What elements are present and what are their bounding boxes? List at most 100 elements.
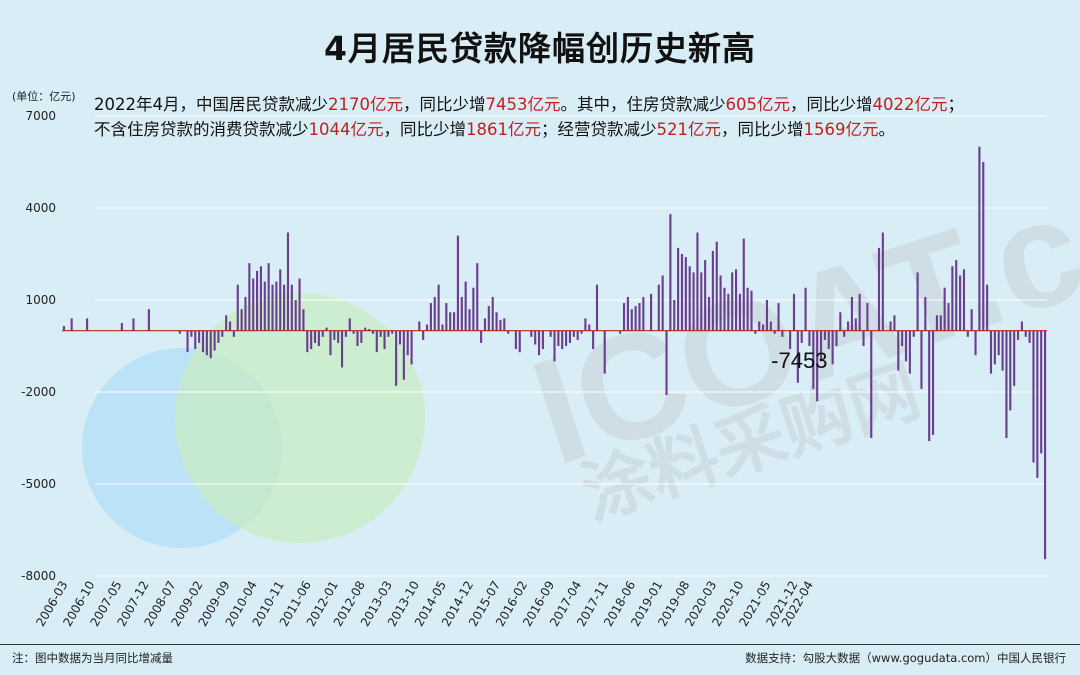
bar (989, 330, 993, 374)
bar (445, 303, 448, 331)
bar (858, 293, 861, 331)
bar (70, 318, 73, 331)
bar (402, 330, 405, 380)
bar (580, 330, 583, 334)
bar (924, 296, 927, 331)
bar (449, 312, 452, 331)
page-title: 4月居民贷款降幅创历史新高 (324, 29, 756, 68)
bar (1020, 321, 1023, 331)
bar (920, 330, 923, 389)
subtitle-text: 。其中，住房贷款减少 (560, 95, 726, 114)
bar (213, 330, 216, 351)
bar (704, 260, 707, 331)
bar (931, 330, 935, 435)
bar (951, 266, 954, 331)
bar (881, 232, 884, 331)
bar (943, 287, 946, 331)
bar (429, 303, 432, 331)
bar (410, 330, 413, 365)
subtitle-highlight: 1569亿元 (803, 120, 879, 139)
bar (348, 318, 351, 331)
bar (1028, 330, 1031, 343)
bar (661, 275, 664, 331)
bar (495, 312, 498, 331)
bar (781, 330, 784, 337)
bar (279, 269, 282, 331)
subtitle-highlight: 1044亿元 (308, 120, 384, 139)
subtitle-text: 不含住房贷款的消费贷款减少 (94, 120, 309, 139)
bar (862, 330, 865, 346)
bar (719, 275, 722, 331)
bar (800, 330, 803, 343)
subtitle-highlight: 2170亿元 (328, 95, 403, 114)
bar (491, 296, 494, 331)
bar (731, 272, 734, 331)
bar (738, 293, 741, 331)
bar (592, 330, 595, 350)
bar (333, 330, 336, 340)
y-axis-ticks: 7000 4000 1000 -2000 -5000 -8000 (21, 109, 56, 583)
bar (854, 318, 857, 331)
bar (584, 318, 587, 331)
bar (576, 330, 579, 340)
bar (665, 330, 668, 396)
bar (603, 330, 606, 374)
bar (190, 330, 193, 337)
footnote: 注：图中数据为当月同比增减量 (12, 651, 173, 665)
bar (715, 241, 718, 331)
bar (642, 296, 645, 331)
bar (993, 330, 996, 365)
bar (742, 238, 745, 331)
bar (982, 162, 985, 331)
bar (248, 263, 251, 331)
bar (337, 330, 340, 343)
bar (916, 272, 919, 331)
bar (986, 284, 989, 331)
bar (418, 321, 421, 331)
bar (1001, 330, 1004, 371)
bar (970, 309, 973, 331)
bar (225, 315, 228, 331)
bar (1024, 330, 1027, 337)
bar (750, 290, 753, 331)
bar (680, 254, 684, 331)
bar (816, 330, 819, 402)
bottom-divider (0, 644, 1080, 645)
bar (453, 312, 456, 331)
subtitle-text: ； (947, 95, 965, 114)
bar (356, 330, 359, 346)
bar (286, 232, 290, 331)
bar (252, 278, 255, 331)
bar (827, 330, 830, 350)
subtitle-text: ，同比少增 (790, 95, 873, 114)
subtitle-highlight: 521亿元 (656, 120, 722, 139)
bar (773, 330, 776, 334)
bar (1036, 330, 1039, 478)
bar (669, 214, 672, 331)
bar (831, 330, 834, 365)
y-tick-label: -5000 (21, 477, 56, 491)
subtitle-highlight: 7453亿元 (485, 95, 561, 114)
bar (688, 266, 691, 331)
bar (549, 330, 552, 337)
unit-label: (单位：亿元) (12, 90, 76, 103)
bar (306, 330, 309, 353)
bar (441, 324, 444, 331)
bar (897, 330, 900, 371)
bar (267, 263, 270, 331)
bar (935, 315, 938, 331)
bar (966, 330, 969, 337)
bar (561, 330, 564, 350)
bar (746, 287, 749, 331)
bar (398, 330, 402, 345)
bar (1016, 330, 1020, 340)
bar (792, 293, 796, 331)
bar (464, 281, 467, 331)
bar (507, 330, 510, 334)
bar (228, 321, 232, 331)
x-axis-ticks: 2006-032006-102007-052007-122008-072009-… (33, 579, 816, 629)
bar (375, 330, 378, 353)
bar (422, 330, 425, 340)
bar (317, 330, 320, 346)
